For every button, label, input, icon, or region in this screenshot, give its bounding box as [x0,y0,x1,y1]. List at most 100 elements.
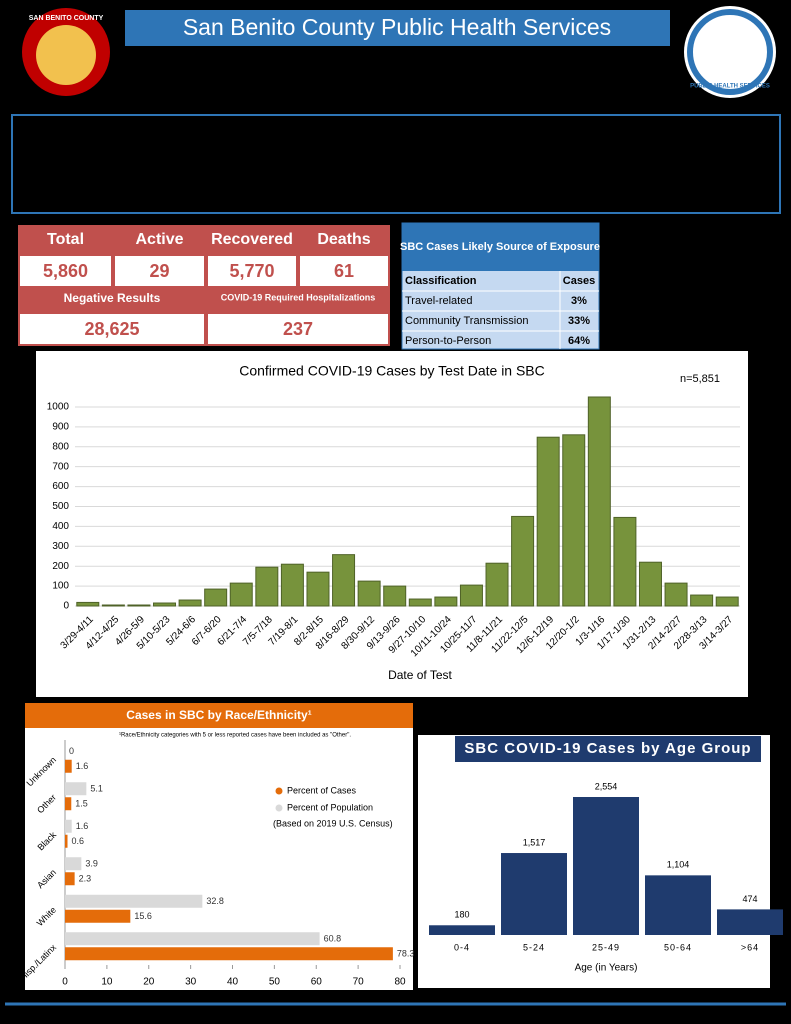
logo-right-ring [687,9,773,95]
stats-cell [20,314,204,344]
chart-title: Cases in SBC by Race/Ethnicity¹ [126,708,311,722]
x-tick-label: 25-49 [592,942,620,952]
bar [255,566,279,607]
chart-note: ¹Race/Ethnicity categories with 5 or les… [119,733,351,739]
bar [459,584,483,607]
bar [690,594,714,607]
x-tick-label: 30 [185,977,197,988]
value-label: 1.6 [76,821,89,831]
legend-marker [275,787,283,795]
bar [178,599,202,607]
legend-note: (Based on 2019 U.S. Census) [273,818,393,828]
exposure-title-bg [402,223,599,271]
stats-value: 237 [283,319,313,339]
bar [562,434,586,607]
bar [65,797,72,811]
bar [127,604,151,607]
y-tick-label: 600 [52,481,69,492]
bar [434,596,458,607]
bar [101,604,125,607]
value-label: 5.1 [90,784,103,794]
bar [332,554,356,607]
bar [429,925,495,935]
stats-cell [115,256,204,286]
x-tick-label: 0-4 [454,942,470,952]
logo-left-text: SAN BENITO COUNTY [29,15,104,22]
value-label: 78.3 [397,949,415,959]
x-tick-label: >64 [741,942,759,952]
x-tick-label: 10 [101,977,113,988]
x-axis-label: Age (in Years) [575,963,638,974]
bar [65,819,72,833]
stats-header: Recovered [211,231,293,248]
y-tick-label: 700 [52,461,69,472]
bar [65,909,131,923]
stats-value: 5,770 [229,261,274,281]
stats-header: Deaths [317,231,370,248]
bar [501,853,567,935]
y-tick-label: 800 [52,441,69,452]
exposure-header: Classification [405,275,477,287]
y-tick-label: 1000 [47,402,70,413]
y-tick-label: 300 [52,541,69,552]
value-label: 474 [742,894,757,904]
bar [153,602,177,607]
legend-marker [275,804,283,812]
stats-cell [300,256,388,286]
exposure-cell: Community Transmission [405,315,528,327]
bar [65,894,203,908]
bar [65,834,68,848]
stats-header: Active [135,231,183,248]
value-label: 0 [69,746,74,756]
exposure-title: SBC Cases Likely Source of Exposure [400,241,600,253]
bar [65,932,320,946]
bar [485,562,509,607]
value-label: 2,554 [595,781,618,791]
bar [280,563,304,607]
x-tick-label: 40 [227,977,239,988]
value-label: 2.3 [79,874,92,884]
bar [587,396,611,607]
stats-header: Total [47,231,84,248]
value-label: 1,104 [667,860,690,870]
value-label: 1,517 [523,837,546,847]
title-banner [125,10,670,46]
chart-annotation: n=5,851 [680,373,720,385]
value-label: 3.9 [85,859,98,869]
page-title: San Benito County Public Health Services [183,14,611,40]
x-tick-label: 70 [353,977,365,988]
exposure-cell: Person-to-Person [405,335,491,347]
y-tick-label: 200 [52,561,69,572]
value-label: 32.8 [206,896,224,906]
bar [204,588,228,607]
stats-cell [208,314,388,344]
bar [536,436,560,607]
chart-bg [25,703,413,990]
bar [638,561,662,607]
bar [664,582,688,607]
bar [76,601,100,607]
bar [65,947,393,961]
chart-title: Confirmed COVID-19 Cases by Test Date in… [239,363,545,379]
bar [65,759,72,773]
chart-title: SBC COVID-19 Cases by Age Group [464,740,751,757]
legend-label: Percent of Cases [287,785,357,795]
value-label: 60.8 [324,934,342,944]
exposure-cell: Travel-related [405,295,472,307]
y-tick-label: 500 [52,501,69,512]
logo-left-inner [36,25,96,85]
bar [511,515,535,607]
bar [383,585,407,607]
x-tick-label: 80 [394,977,406,988]
stats-value: 29 [149,261,169,281]
chart-title-bg [455,736,761,762]
stats-value: 5,860 [43,261,88,281]
exposure-cell: 3% [571,295,587,307]
bar [65,872,75,886]
logo-right-text: PUBLIC HEALTH SERVICES [690,84,770,90]
stats-value: 28,625 [84,319,139,339]
y-tick-label: 400 [52,521,69,532]
bar [613,516,637,607]
x-tick-label: 5-24 [523,942,545,952]
value-label: 180 [454,910,469,920]
